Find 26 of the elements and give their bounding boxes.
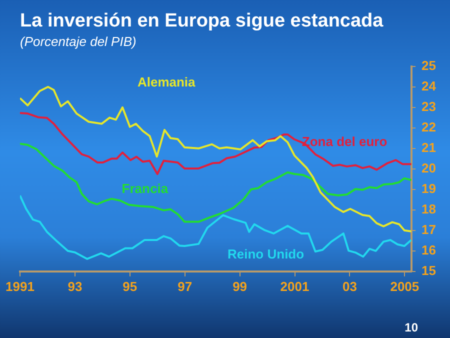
y-tick-label: 23 bbox=[422, 98, 436, 114]
x-tick-label: 95 bbox=[122, 278, 138, 294]
x-tick-label: 99 bbox=[232, 278, 248, 294]
y-tick-label: 19 bbox=[422, 180, 436, 196]
x-tick-label: 2005 bbox=[390, 278, 420, 294]
y-tick-label: 15 bbox=[422, 262, 436, 278]
x-tick-label: 93 bbox=[68, 278, 82, 294]
series-label: Alemania bbox=[137, 74, 196, 90]
chart-subtitle: (Porcentaje del PIB) bbox=[20, 34, 136, 50]
x-tick-label: 03 bbox=[342, 278, 357, 294]
y-tick-label: 17 bbox=[422, 222, 436, 237]
x-tick-label: 97 bbox=[178, 278, 192, 294]
series-label: Francia bbox=[122, 180, 169, 196]
y-tick-label: 18 bbox=[422, 201, 436, 216]
y-tick-label: 24 bbox=[422, 78, 437, 94]
y-tick-label: 22 bbox=[422, 119, 436, 134]
y-tick-label: 25 bbox=[422, 58, 436, 73]
y-tick-label: 21 bbox=[422, 140, 436, 155]
x-tick-label: 2001 bbox=[280, 278, 310, 294]
y-tick-label: 20 bbox=[422, 160, 436, 176]
series-label: Reino Unido bbox=[228, 246, 304, 262]
y-tick-label: 16 bbox=[422, 242, 436, 258]
chart-title: La inversión en Europa sigue estancada bbox=[20, 10, 384, 32]
x-tick-label: 1991 bbox=[6, 278, 34, 294]
series-label: Zona del euro bbox=[302, 134, 388, 149]
text: 10 bbox=[404, 320, 418, 334]
